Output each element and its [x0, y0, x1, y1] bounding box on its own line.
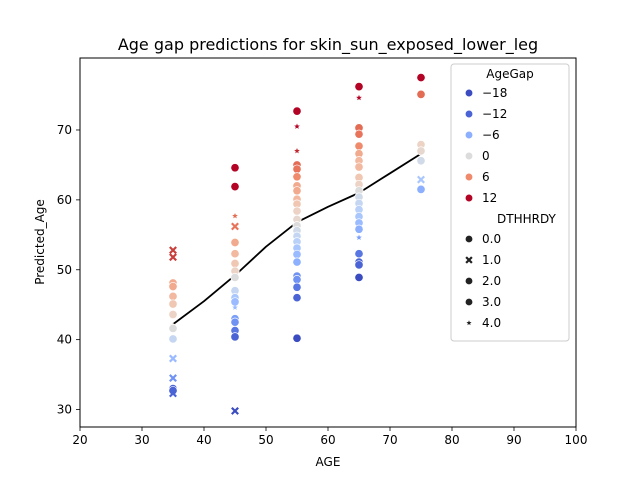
x-tick-label: 60 [320, 433, 335, 447]
x-tick-label: 20 [72, 433, 87, 447]
legend-style-title: DTHHRDY [497, 212, 557, 226]
data-point [232, 304, 238, 310]
data-points-group [168, 73, 426, 415]
x-tick-label: 30 [134, 433, 149, 447]
data-point [292, 106, 302, 116]
data-point [416, 89, 426, 99]
data-point [169, 374, 177, 383]
data-point [230, 258, 240, 269]
x-tick-label: 70 [382, 433, 397, 447]
data-point [416, 73, 426, 83]
data-point [168, 309, 178, 320]
legend-hue-marker [464, 193, 474, 203]
data-point [168, 334, 178, 344]
legend-style-label: 2.0 [482, 274, 501, 288]
legend-hue-label: −6 [482, 128, 500, 142]
y-tick-label: 70 [57, 123, 72, 137]
legend-style-label: 0.0 [482, 232, 501, 246]
data-point [354, 249, 364, 259]
legend-hue-label: −12 [482, 107, 507, 121]
data-point [356, 94, 362, 101]
legend-hue-label: 0 [482, 149, 490, 163]
data-point [169, 246, 177, 255]
data-point [230, 332, 240, 342]
data-point [168, 281, 178, 292]
legend-hue-marker [464, 130, 474, 140]
legend-style-marker [464, 276, 474, 286]
legend-hue-title: AgeGap [486, 67, 533, 81]
data-point [169, 253, 177, 262]
data-point [169, 389, 177, 398]
legend-hue-marker [464, 109, 474, 119]
data-point [230, 163, 240, 173]
data-point [354, 224, 364, 234]
data-point [292, 257, 302, 267]
data-point [230, 249, 240, 259]
data-point [354, 129, 364, 139]
x-tick-label: 50 [258, 433, 273, 447]
y-tick-label: 50 [57, 263, 72, 277]
y-axis-label: Predicted_Age [33, 199, 47, 285]
data-point [292, 172, 302, 182]
legend-style-marker [464, 297, 474, 307]
legend-hue-marker [464, 151, 474, 161]
data-point [232, 212, 238, 219]
data-point [231, 406, 239, 415]
data-point [230, 182, 240, 192]
data-point [292, 249, 302, 259]
legend-hue-label: 6 [482, 170, 490, 184]
data-point [292, 282, 302, 292]
data-point [168, 299, 178, 309]
data-point [354, 82, 364, 92]
legend-style-label: 1.0 [482, 253, 501, 267]
x-tick-label: 90 [506, 433, 521, 447]
data-point [230, 272, 240, 282]
y-axis-ticks: 30 40 50 60 70 [57, 123, 80, 417]
data-point [356, 234, 362, 241]
data-point [169, 354, 177, 363]
legend-style-label: 3.0 [482, 295, 501, 309]
data-point [416, 156, 426, 166]
data-point [230, 237, 240, 248]
data-point [292, 206, 302, 216]
chart-title: Age gap predictions for skin_sun_exposed… [118, 35, 538, 55]
data-point [354, 162, 364, 172]
legend-hue-marker [464, 88, 474, 98]
legend-style-marker [464, 234, 474, 244]
data-point [168, 291, 178, 301]
data-point [231, 222, 239, 231]
data-point [294, 123, 300, 129]
data-point [354, 141, 364, 151]
data-point [416, 146, 426, 156]
y-tick-label: 30 [57, 403, 72, 417]
x-tick-label: 80 [444, 433, 459, 447]
legend-style-marker [466, 320, 472, 326]
y-tick-label: 40 [57, 333, 72, 347]
data-point [230, 317, 240, 327]
data-point [416, 184, 426, 194]
legend-style-marker [465, 256, 473, 264]
legend-hue-label: −18 [482, 86, 507, 100]
legend-hue-label: 12 [482, 191, 497, 205]
legend-box [450, 63, 570, 342]
x-axis-label: AGE [316, 455, 341, 469]
data-point [417, 175, 425, 184]
data-point [294, 147, 300, 154]
data-point [354, 272, 364, 282]
data-point [292, 293, 302, 303]
data-point [168, 323, 178, 334]
data-point [354, 260, 364, 270]
data-point [292, 186, 302, 196]
x-tick-label: 40 [196, 433, 211, 447]
legend-style-label: 4.0 [482, 316, 501, 330]
x-tick-label: 100 [565, 433, 588, 447]
legend-hue-marker [464, 172, 474, 182]
y-tick-label: 60 [57, 193, 72, 207]
data-point [292, 274, 302, 285]
data-point [292, 164, 302, 174]
x-axis-ticks: 20 30 40 50 60 70 80 90 100 [72, 427, 587, 447]
data-point [292, 333, 302, 343]
